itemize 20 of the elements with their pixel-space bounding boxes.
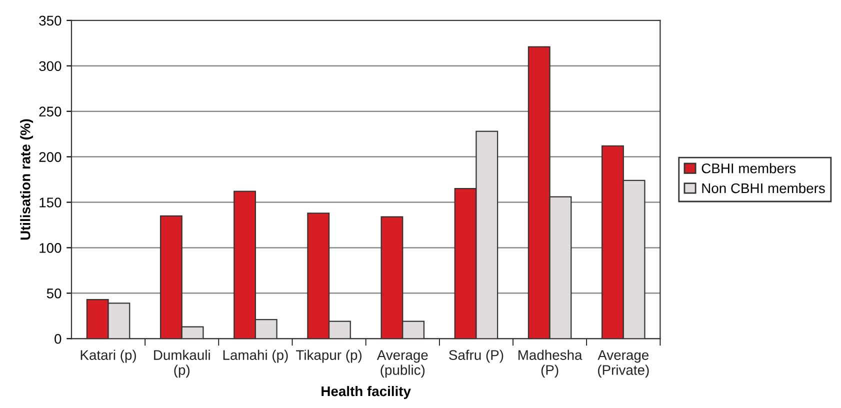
x-tick-label: Tikapur (p)	[296, 350, 362, 363]
y-tick-label: 50	[46, 288, 62, 298]
y-tick-label: 200	[39, 152, 62, 162]
x-tick-label: Average (Private)	[598, 350, 649, 378]
x-tick-label: Average (public)	[376, 350, 428, 378]
y-axis-title: Utilisation rate (%)	[20, 119, 34, 240]
y-tick-label: 250	[39, 106, 62, 116]
x-tick-label: Madhesha (P)	[518, 350, 582, 378]
x-tick-label: Katari (p)	[80, 350, 136, 363]
y-tick-label: 100	[40, 243, 62, 253]
x-tick-label: Dumkauli (p)	[154, 350, 210, 378]
x-tick-label: Safru (P)	[449, 350, 504, 363]
legend-label: Non CBHI members	[702, 182, 825, 194]
y-tick-label: 150	[40, 198, 62, 208]
x-axis-title: Health facility	[322, 386, 411, 399]
y-tick-label: 0	[54, 334, 62, 344]
y-tick-label: 300	[39, 61, 62, 72]
x-tick-label: Lamahi (p)	[223, 350, 288, 363]
y-tick-label: 350	[39, 16, 62, 26]
legend-label: CBHI members	[702, 163, 796, 174]
